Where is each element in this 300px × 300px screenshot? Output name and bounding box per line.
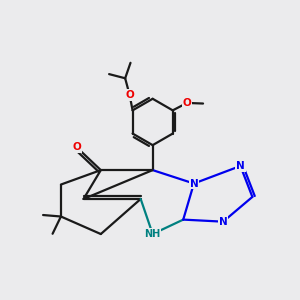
Text: O: O: [125, 90, 134, 100]
Text: NH: NH: [145, 229, 161, 239]
Text: O: O: [73, 142, 81, 152]
Text: N: N: [148, 229, 157, 239]
Text: N: N: [236, 161, 245, 171]
Text: N: N: [190, 178, 198, 188]
Text: O: O: [183, 98, 191, 108]
Text: N: N: [219, 217, 227, 227]
